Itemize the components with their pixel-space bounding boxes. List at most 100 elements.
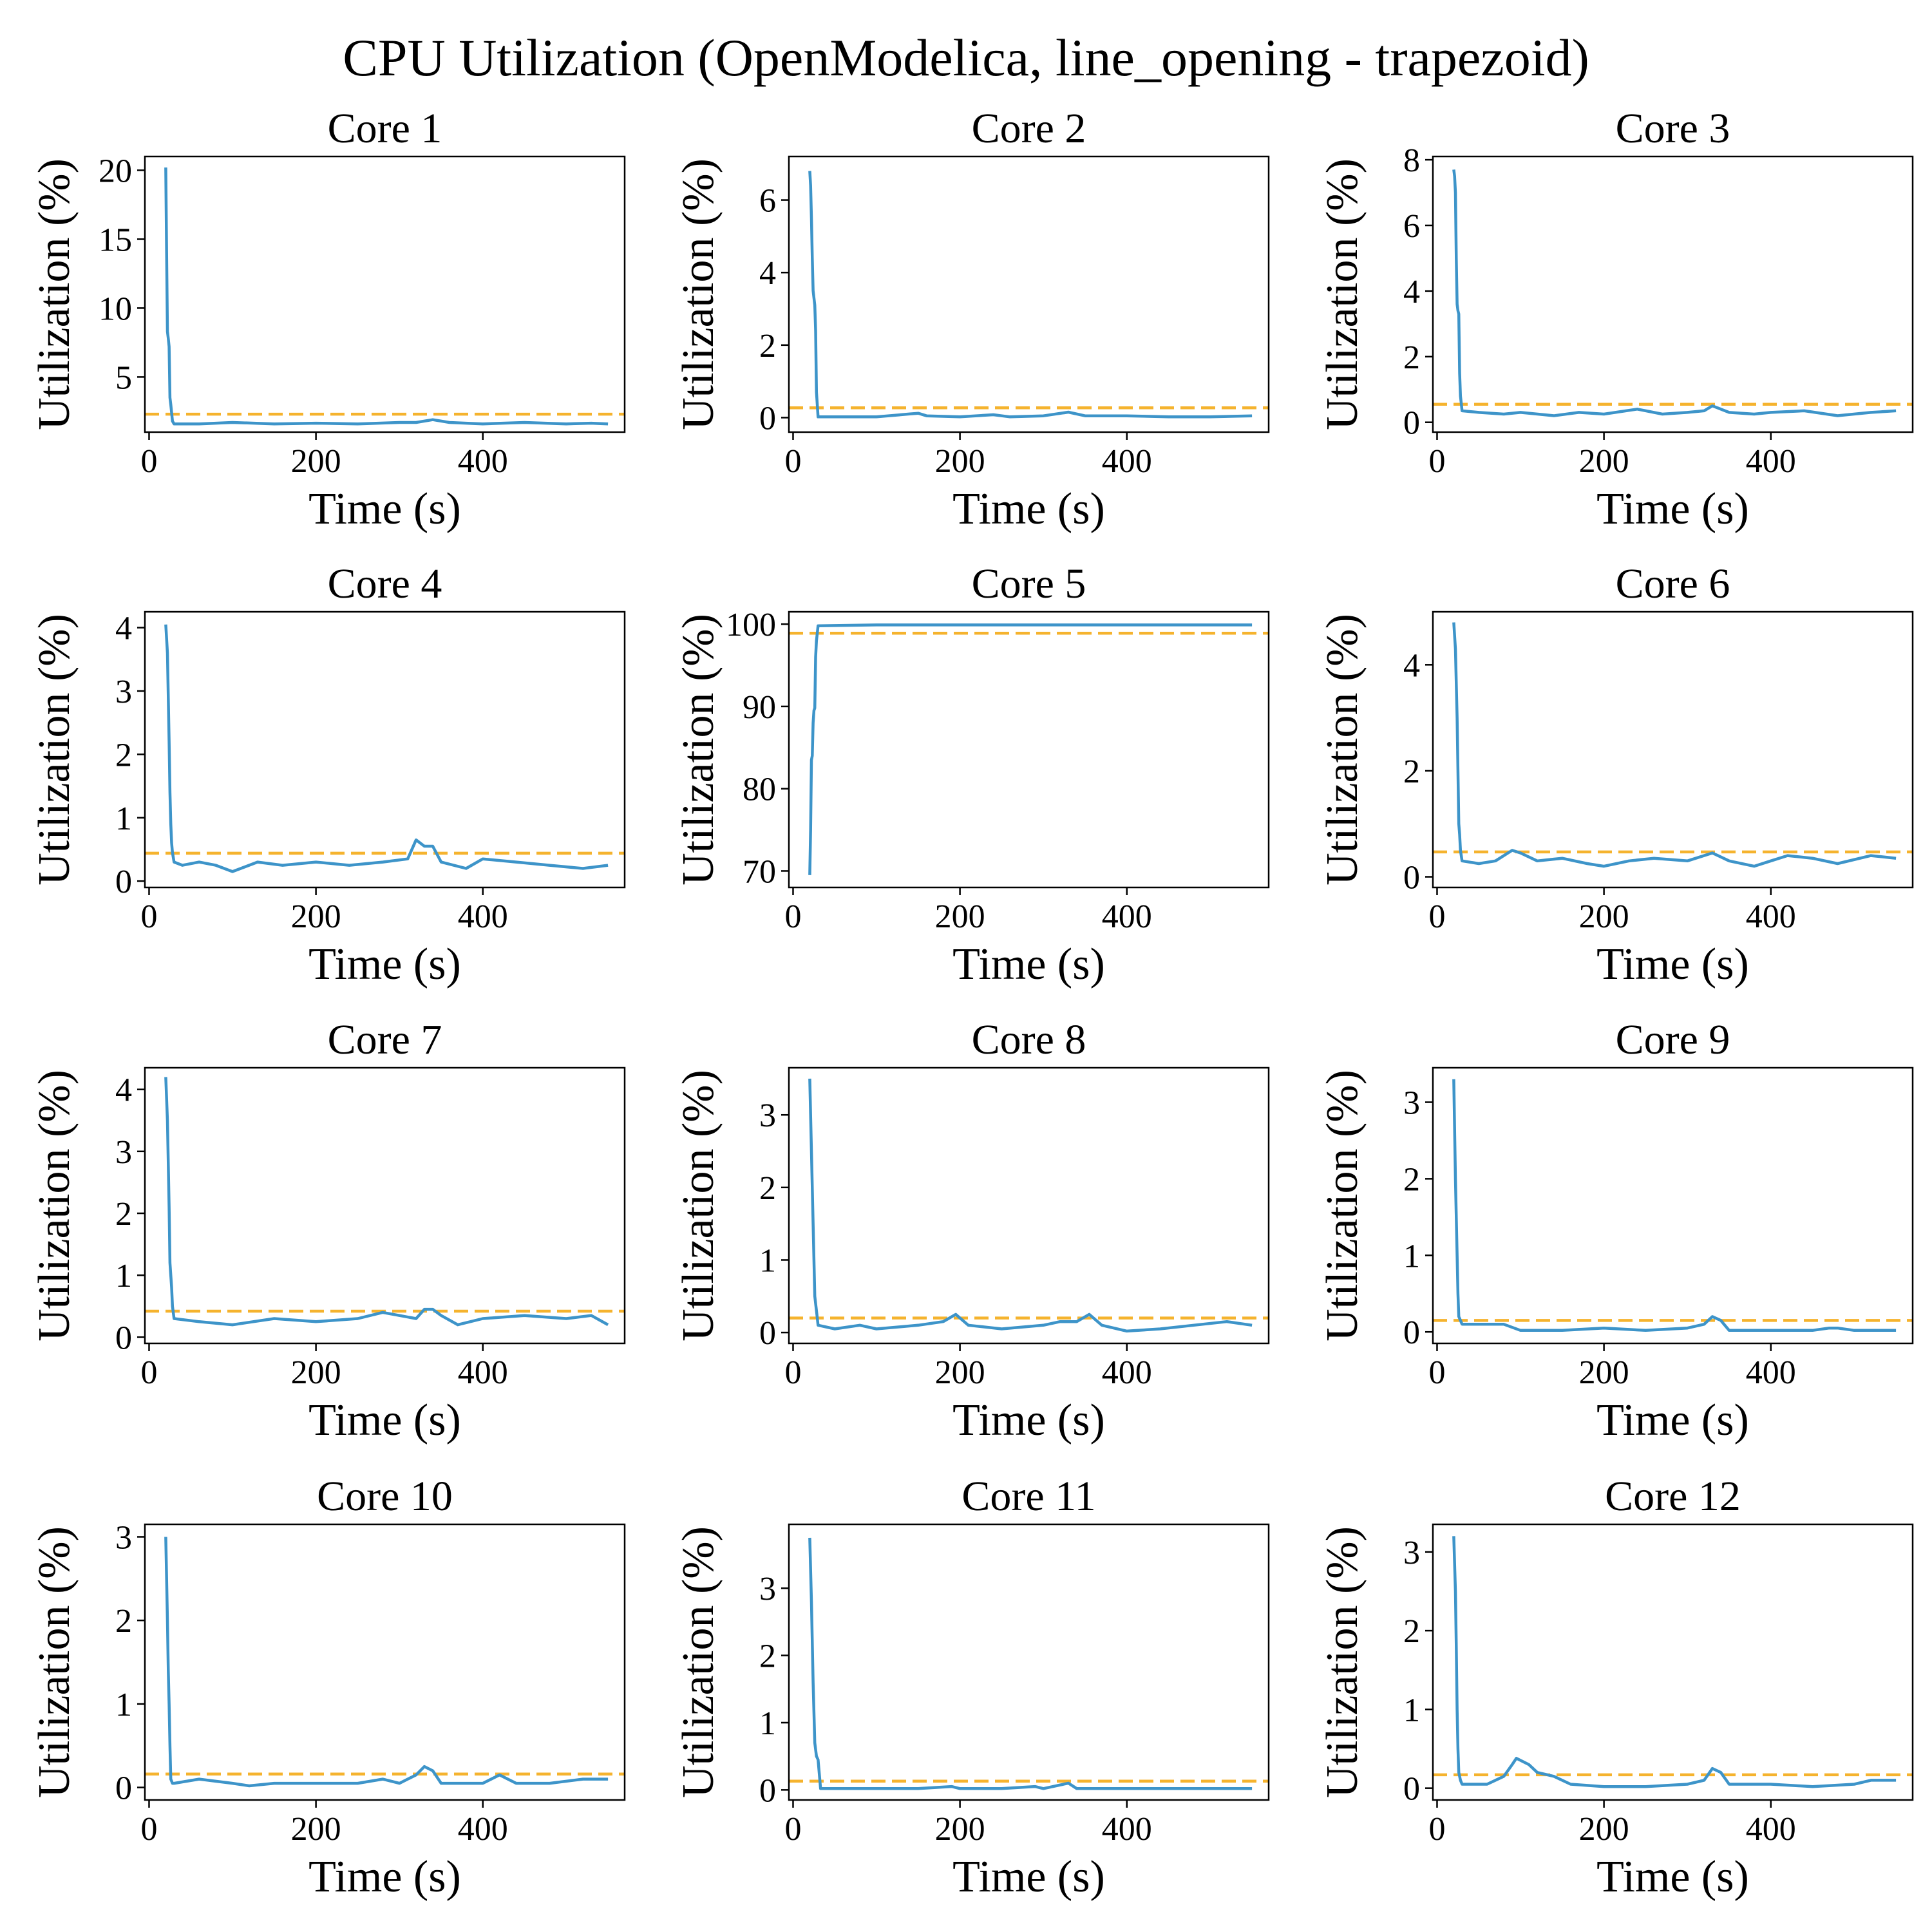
utilization-line [164,624,609,873]
x-tick-label: 0 [784,898,801,935]
subplot-core-10: Core 10 0 200 400 0 1 2 3 Time (s) Utilization (%… [30,1473,626,1902]
y-tick-label: 2 [759,1170,776,1207]
y-tick-label: 3 [115,1134,132,1171]
y-tick-label: 2 [759,1638,776,1675]
utilization-line [808,1078,1253,1333]
y-tick-label: 3 [759,1097,776,1134]
y-tick-label: 0 [1403,405,1420,442]
x-tick-label: 200 [1579,443,1629,480]
subplot-title: Core 7 [328,1016,442,1063]
plot-frame [1432,1066,1914,1345]
subplot-title: Core 12 [1605,1473,1741,1520]
x-tick-label: 400 [1102,898,1152,935]
x-axis-label: Time (s) [308,484,461,534]
x-tick-label: 400 [1746,1354,1796,1391]
utilization-line [808,171,1253,419]
x-axis-label: Time (s) [1596,1852,1749,1902]
subplot-core-9: Core 9 0 200 400 0 1 2 3 Time (s) Utilization (%) [1318,1016,1914,1445]
figure-title: CPU Utilization (OpenModelica, line_open… [343,28,1589,87]
utilization-line [1452,169,1897,417]
x-axis-label: Time (s) [1596,1396,1749,1445]
y-tick-label: 5 [115,359,132,396]
subplot-title: Core 5 [972,560,1086,607]
plot-frame [788,1066,1270,1345]
x-tick-label: 200 [935,1811,985,1848]
x-tick-label: 200 [291,443,341,480]
x-tick-label: 400 [458,443,508,480]
y-tick-label: 80 [743,772,776,808]
x-axis-label: Time (s) [952,1852,1105,1902]
y-tick-label: 3 [115,1519,132,1556]
plot-frame [1432,611,1914,889]
x-axis-label: Time (s) [308,1852,461,1902]
x-tick-label: 400 [1102,1354,1152,1391]
y-tick-label: 4 [115,1072,132,1109]
x-tick-label: 0 [1428,898,1445,935]
y-tick-label: 2 [1403,1613,1420,1650]
y-tick-label: 20 [99,153,132,189]
y-tick-label: 2 [1403,339,1420,376]
y-tick-label: 4 [1403,647,1420,684]
x-tick-label: 400 [1746,898,1796,935]
utilization-line [164,1537,609,1788]
plot-frame [1432,155,1914,433]
y-tick-label: 0 [1403,860,1420,896]
x-axis-label: Time (s) [952,1396,1105,1445]
utilization-line [1452,1536,1897,1788]
x-tick-label: 0 [1428,1354,1445,1391]
utilization-line [808,1537,1253,1790]
plot-frame [1432,1523,1914,1801]
y-tick-label: 0 [115,1320,132,1356]
y-tick-label: 8 [1403,142,1420,179]
x-tick-label: 200 [935,443,985,480]
y-tick-label: 0 [759,1772,776,1809]
y-axis-label: Utilization (%) [674,614,723,886]
x-tick-label: 400 [1746,443,1796,480]
y-tick-label: 70 [743,853,776,890]
subplot-core-7: Core 7 0 200 400 0 1 2 3 4 Time (s) Utilization (%… [30,1016,626,1445]
plot-frame [788,155,1270,433]
x-tick-label: 0 [1428,1811,1445,1848]
y-tick-label: 2 [759,328,776,365]
subplot-title: Core 3 [1616,105,1730,152]
utilization-line [164,167,609,426]
utilization-line [164,1077,609,1327]
y-tick-label: 0 [115,864,132,900]
y-tick-label: 90 [743,689,776,726]
y-tick-label: 4 [759,255,776,292]
plot-frame [144,1066,626,1345]
x-axis-label: Time (s) [952,484,1105,534]
x-tick-label: 400 [458,1354,508,1391]
subplot-core-5: Core 5 0 200 400 70 80 90 100 Time (s) Utilizatio… [674,560,1270,989]
x-tick-label: 200 [935,1354,985,1391]
x-tick-label: 400 [458,1811,508,1848]
y-axis-label: Utilization (%) [1318,1526,1367,1798]
subplot-title: Core 9 [1616,1016,1730,1063]
x-tick-label: 200 [1579,898,1629,935]
y-tick-label: 1 [759,1242,776,1279]
y-axis-label: Utilization (%) [1318,158,1367,430]
plot-frame [144,155,626,433]
x-axis-label: Time (s) [952,940,1105,989]
subplot-title: Core 6 [1616,560,1730,607]
utilization-line [1452,1079,1897,1332]
subplot-title: Core 10 [317,1473,453,1520]
y-tick-label: 4 [115,611,132,647]
subplot-title: Core 1 [328,105,442,152]
plot-frame [144,1523,626,1801]
y-tick-label: 3 [1403,1535,1420,1571]
x-axis-label: Time (s) [1596,484,1749,534]
utilization-line [1452,622,1897,868]
y-tick-label: 15 [99,222,132,258]
subplot-core-1: Core 1 0 200 400 5 10 15 20 Time (s) Utilization … [30,105,626,534]
y-tick-label: 0 [759,400,776,437]
y-tick-label: 10 [99,290,132,327]
x-tick-label: 0 [140,1354,157,1391]
y-tick-label: 0 [115,1770,132,1807]
y-axis-label: Utilization (%) [674,158,723,430]
y-tick-label: 1 [759,1705,776,1742]
x-tick-label: 0 [784,1354,801,1391]
y-tick-label: 100 [726,607,776,643]
